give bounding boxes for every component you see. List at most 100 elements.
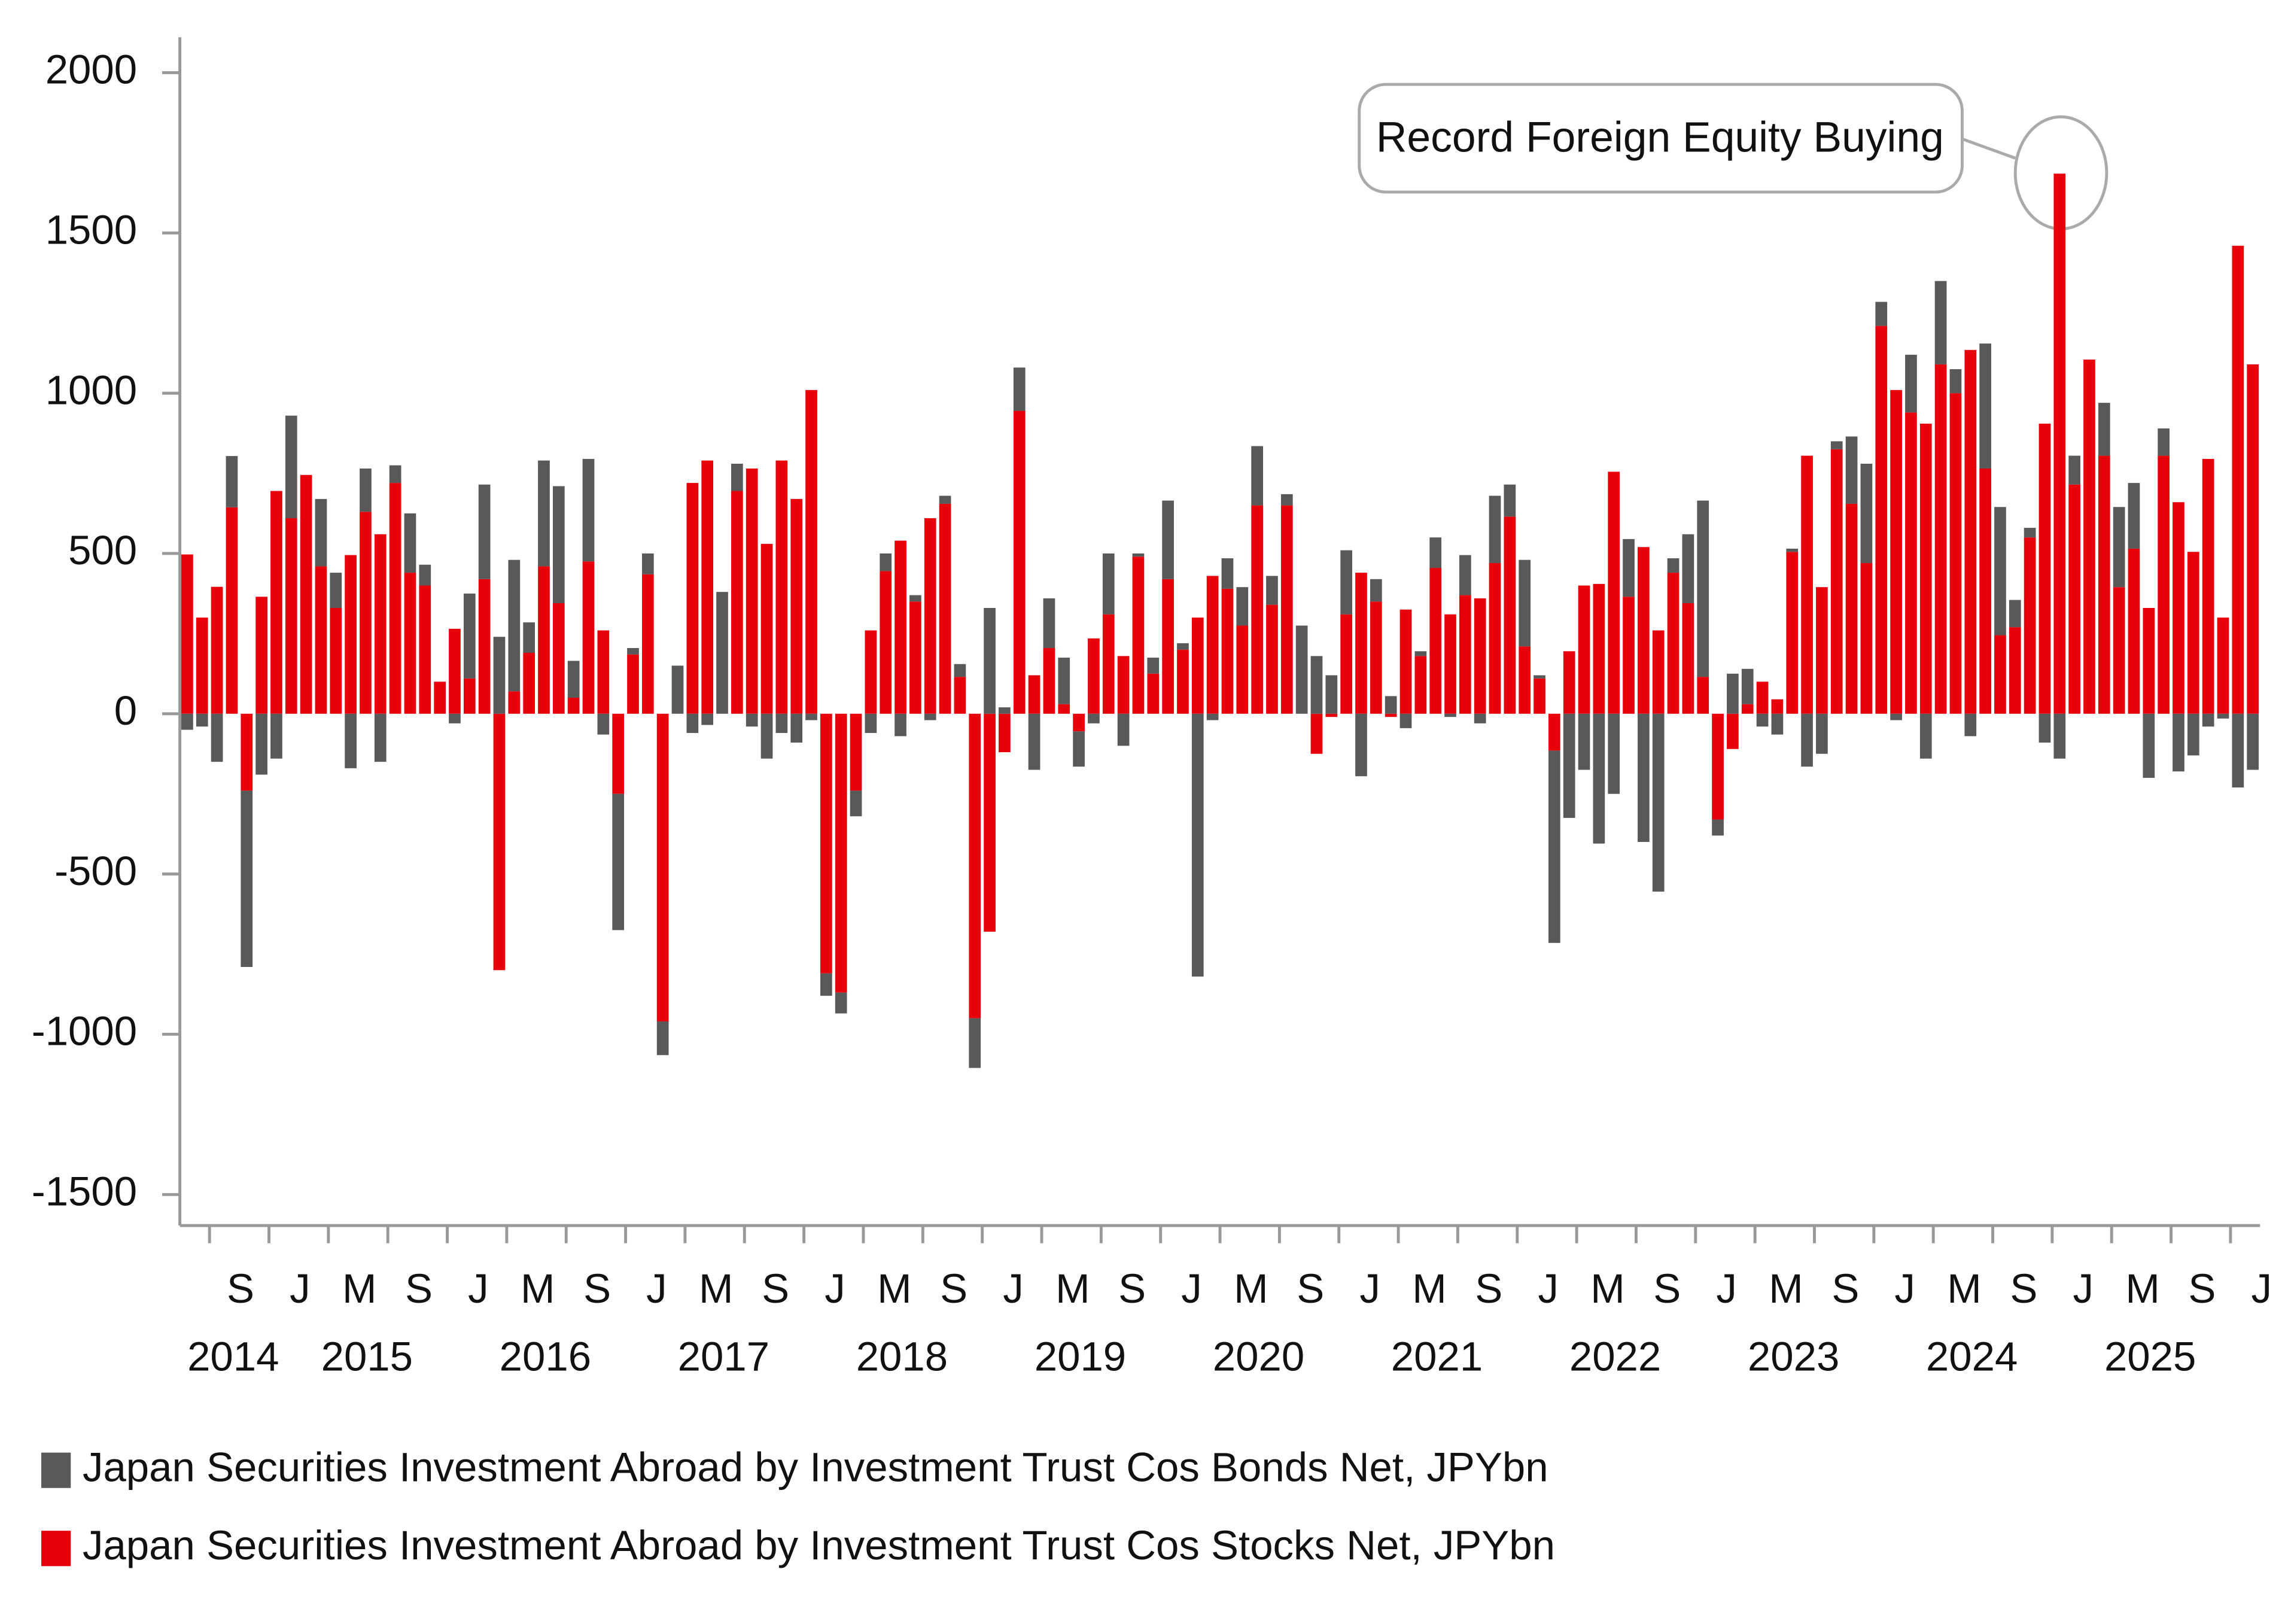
x-tick-label: J xyxy=(1716,1266,1736,1312)
bar xyxy=(1712,713,1724,820)
bar xyxy=(909,595,921,602)
bar xyxy=(1414,651,1427,656)
x-tick-label: M xyxy=(1947,1266,1981,1312)
bar xyxy=(552,486,565,603)
bar xyxy=(1102,614,1115,714)
bar xyxy=(1132,556,1145,714)
bar xyxy=(315,566,327,714)
bar xyxy=(523,653,536,714)
bar xyxy=(1756,713,1769,727)
bar xyxy=(285,415,297,519)
bar xyxy=(775,460,788,714)
bar xyxy=(1474,713,1486,723)
bar xyxy=(1771,713,1784,735)
bar xyxy=(255,713,267,775)
x-tick-label: J xyxy=(824,1266,845,1312)
bar xyxy=(1325,675,1338,714)
bar xyxy=(567,697,580,714)
bar xyxy=(865,630,877,714)
bar xyxy=(1741,704,1754,714)
bar xyxy=(1994,507,2006,635)
bar xyxy=(760,543,773,714)
bar xyxy=(597,630,610,714)
bar xyxy=(241,713,253,791)
bar xyxy=(612,793,625,930)
bar xyxy=(820,973,832,996)
bar xyxy=(612,713,625,794)
bar xyxy=(1385,696,1397,714)
bar xyxy=(1399,609,1412,714)
bar xyxy=(1191,713,1204,977)
bar xyxy=(954,664,966,677)
bar xyxy=(1429,537,1442,568)
year-label: 2017 xyxy=(678,1334,769,1380)
legend-swatch xyxy=(41,1531,71,1567)
y-tick-label: 2000 xyxy=(45,47,137,93)
bar xyxy=(1964,349,1977,714)
bar xyxy=(538,460,550,567)
year-label: 2018 xyxy=(856,1334,948,1380)
x-tick-label: S xyxy=(1118,1266,1146,1312)
bar xyxy=(1489,495,1501,564)
bar xyxy=(196,618,208,714)
bar xyxy=(2038,713,2051,743)
annotation-leader xyxy=(1961,137,2016,160)
bar xyxy=(538,566,550,714)
x-tick-label: M xyxy=(1234,1266,1268,1312)
bar xyxy=(1206,576,1219,714)
year-label: 2020 xyxy=(1213,1334,1304,1380)
bar xyxy=(196,713,208,727)
bar xyxy=(1830,449,1843,714)
bar xyxy=(1623,597,1635,714)
bar xyxy=(1667,573,1680,714)
bar xyxy=(582,458,595,562)
y-tick-label: 0 xyxy=(114,688,137,734)
bar xyxy=(1994,635,2006,714)
bar xyxy=(1534,678,1545,714)
bar xyxy=(760,713,773,759)
annotation: Record Foreign Equity Buying xyxy=(1376,114,1944,162)
bar xyxy=(1652,713,1665,892)
y-tick-label: 1000 xyxy=(45,367,137,413)
bar xyxy=(1206,713,1219,720)
x-tick-label: M xyxy=(1055,1266,1090,1312)
bar xyxy=(330,608,342,714)
bar xyxy=(2202,713,2214,727)
bar xyxy=(2098,403,2110,456)
bar xyxy=(641,574,654,714)
bar xyxy=(1934,364,1947,714)
bar xyxy=(627,654,639,714)
bar xyxy=(1073,731,1085,767)
bar xyxy=(1578,585,1590,714)
bar xyxy=(1325,713,1338,717)
year-label: 2024 xyxy=(1926,1334,2018,1380)
x-tick-label: M xyxy=(699,1266,733,1312)
bar xyxy=(434,682,446,714)
x-tick-label: S xyxy=(1653,1266,1681,1312)
bar xyxy=(478,484,491,579)
x-tick-label: J xyxy=(2073,1266,2093,1312)
bar xyxy=(1088,713,1100,723)
bar xyxy=(1519,559,1531,647)
bar xyxy=(835,713,847,993)
bar xyxy=(360,468,372,512)
bar xyxy=(939,495,951,504)
bar xyxy=(1756,682,1769,714)
y-tick-label: 1500 xyxy=(45,206,137,253)
bar xyxy=(523,622,536,653)
x-tick-label: J xyxy=(1181,1266,1201,1312)
bar xyxy=(2217,713,2229,719)
bar xyxy=(2009,600,2021,628)
bar xyxy=(1474,598,1486,714)
bar xyxy=(1073,713,1085,732)
bar xyxy=(1310,656,1323,714)
bar xyxy=(2128,483,2140,549)
bar xyxy=(1043,647,1055,714)
bar xyxy=(493,713,506,971)
bar xyxy=(1682,534,1694,603)
bar xyxy=(1088,638,1100,714)
bar xyxy=(1563,651,1575,714)
x-tick-label: S xyxy=(762,1266,789,1312)
x-tick-label: S xyxy=(583,1266,611,1312)
bar xyxy=(2217,618,2229,714)
